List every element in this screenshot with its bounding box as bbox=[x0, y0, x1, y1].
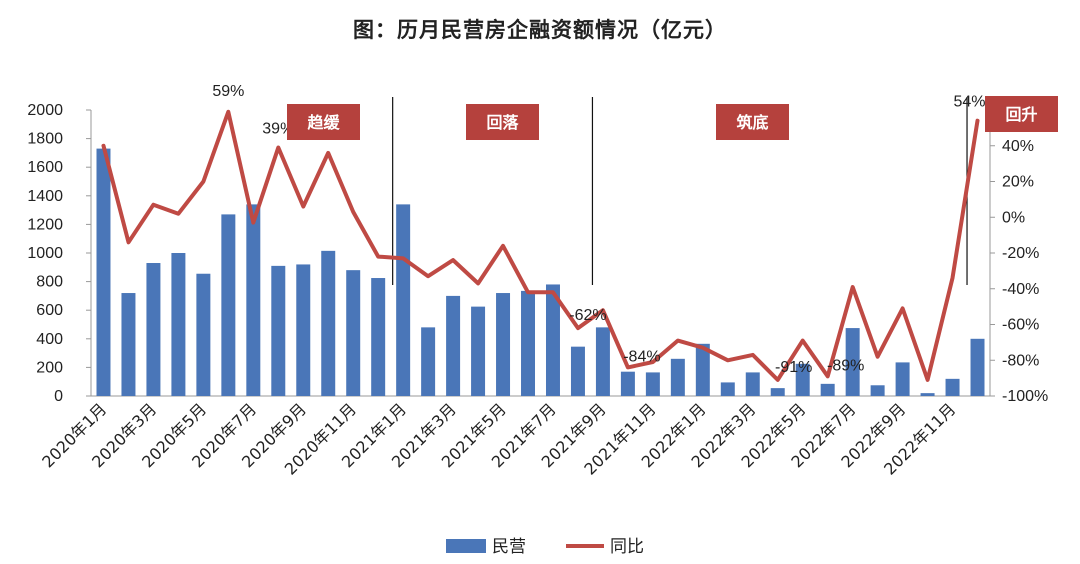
right-axis-tick-label: 0% bbox=[1002, 209, 1025, 226]
left-axis-tick-label: 400 bbox=[36, 331, 63, 348]
right-axis-tick-label: -80% bbox=[1002, 352, 1039, 369]
left-axis-tick-label: 1800 bbox=[27, 131, 63, 148]
bar bbox=[670, 358, 685, 396]
right-axis-tick-label: -20% bbox=[1002, 245, 1039, 262]
bar bbox=[471, 306, 486, 396]
data-label: -89% bbox=[827, 357, 864, 374]
phase-label: 筑底 bbox=[736, 113, 768, 132]
legend-label: 同比 bbox=[610, 537, 644, 557]
phase-label-box bbox=[466, 104, 539, 140]
bar bbox=[570, 346, 585, 396]
data-label: 39% bbox=[262, 121, 294, 138]
data-label: -84% bbox=[623, 348, 660, 365]
bar bbox=[146, 263, 161, 396]
right-axis-tick-label: 20% bbox=[1002, 174, 1034, 191]
bar bbox=[620, 371, 635, 396]
bar bbox=[96, 148, 111, 396]
bar bbox=[870, 385, 885, 396]
chart-title: 图：历月民营房企融资额情况（亿元） bbox=[353, 18, 727, 42]
bar bbox=[246, 204, 261, 396]
bar bbox=[171, 253, 186, 396]
left-axis-tick-label: 200 bbox=[36, 359, 63, 376]
bar bbox=[346, 270, 361, 396]
phase-label: 回落 bbox=[486, 113, 519, 132]
data-label: -62% bbox=[569, 307, 606, 324]
bar bbox=[545, 284, 560, 396]
left-axis-tick-label: 600 bbox=[36, 302, 63, 319]
left-axis-tick-label: 1200 bbox=[27, 216, 63, 233]
phase-label-box bbox=[716, 104, 789, 140]
bar bbox=[845, 328, 860, 396]
bar bbox=[271, 265, 286, 396]
left-axis-tick-label: 1600 bbox=[27, 159, 63, 176]
bar bbox=[321, 250, 336, 396]
right-axis-tick-label: -40% bbox=[1002, 281, 1039, 298]
right-axis-tick-label: -100% bbox=[1002, 388, 1048, 405]
data-label: 54% bbox=[953, 94, 985, 111]
bar bbox=[446, 295, 461, 396]
left-axis-tick-label: 2000 bbox=[27, 102, 63, 119]
bar bbox=[795, 363, 810, 396]
bar bbox=[521, 290, 536, 396]
left-axis-tick-label: 800 bbox=[36, 274, 63, 291]
phase-label: 回升 bbox=[1005, 105, 1037, 124]
bar bbox=[371, 278, 386, 396]
bar bbox=[895, 362, 910, 396]
left-axis-tick-label: 1000 bbox=[27, 245, 63, 262]
phase-label-box bbox=[985, 96, 1058, 132]
right-axis-tick-label: -60% bbox=[1002, 317, 1039, 334]
left-axis-tick-label: 0 bbox=[54, 388, 63, 405]
phase-label: 趋缓 bbox=[307, 113, 340, 132]
bar bbox=[695, 343, 710, 396]
bar bbox=[745, 372, 760, 396]
data-label: 59% bbox=[212, 83, 244, 100]
bar bbox=[396, 204, 411, 396]
bar bbox=[221, 214, 236, 396]
yoy-line bbox=[101, 109, 980, 382]
left-axis-tick-label: 1400 bbox=[27, 188, 63, 205]
legend-label: 民营 bbox=[492, 537, 526, 557]
bar bbox=[296, 264, 311, 396]
bar bbox=[196, 273, 211, 396]
bar bbox=[770, 388, 785, 396]
bar bbox=[121, 293, 136, 396]
bar bbox=[421, 327, 436, 396]
bar bbox=[720, 382, 735, 396]
bar bbox=[595, 327, 610, 396]
bar bbox=[496, 293, 511, 396]
data-label: -91% bbox=[775, 359, 812, 376]
bar bbox=[820, 383, 835, 396]
right-axis-tick-label: 40% bbox=[1002, 138, 1034, 155]
bar bbox=[945, 378, 960, 396]
bar bbox=[920, 393, 935, 396]
legend-swatch-bar bbox=[446, 539, 486, 553]
phase-label-box bbox=[287, 104, 360, 140]
bar bbox=[645, 372, 660, 396]
bar bbox=[970, 338, 985, 396]
